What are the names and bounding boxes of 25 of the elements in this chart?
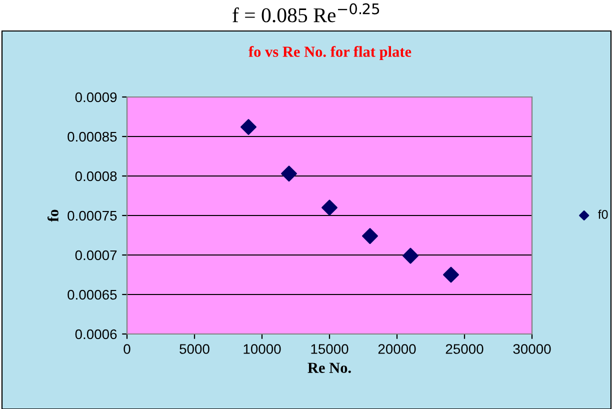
point [362, 228, 378, 244]
y-tick-label: 0.0006 [75, 329, 117, 340]
x-tick-label: 15000 [311, 344, 348, 354]
y-tick-label: 0.0008 [75, 171, 117, 182]
y-tick-label: 0.00065 [68, 290, 117, 300]
x-tick-label: 20000 [378, 344, 416, 354]
x-tick-label: 5000 [180, 344, 210, 354]
y-tick-label: 0.00075 [68, 210, 117, 221]
point [443, 266, 459, 283]
y-axis-title: fo [48, 210, 58, 222]
point [402, 248, 418, 264]
x-tick-label: 25000 [446, 344, 484, 354]
point [240, 119, 256, 135]
legend-label: f0 [598, 210, 608, 219]
point [281, 166, 297, 182]
y-tick-label: 0.0009 [75, 92, 117, 102]
y-tick-label: 0.00085 [68, 132, 117, 142]
chart-title: f = 0.085 Re$^{−0.25}$ [232, 3, 380, 22]
point [322, 200, 338, 216]
chart-subtitle: fo vs Re No. for flat plate [248, 46, 412, 60]
y-tick-label: 0.0007 [75, 250, 117, 260]
x-tick-label: 0 [124, 344, 130, 354]
x-tick-label: 10000 [244, 344, 281, 354]
x-tick-label: 30000 [513, 344, 551, 354]
x-axis-title: Re No. [308, 362, 351, 374]
